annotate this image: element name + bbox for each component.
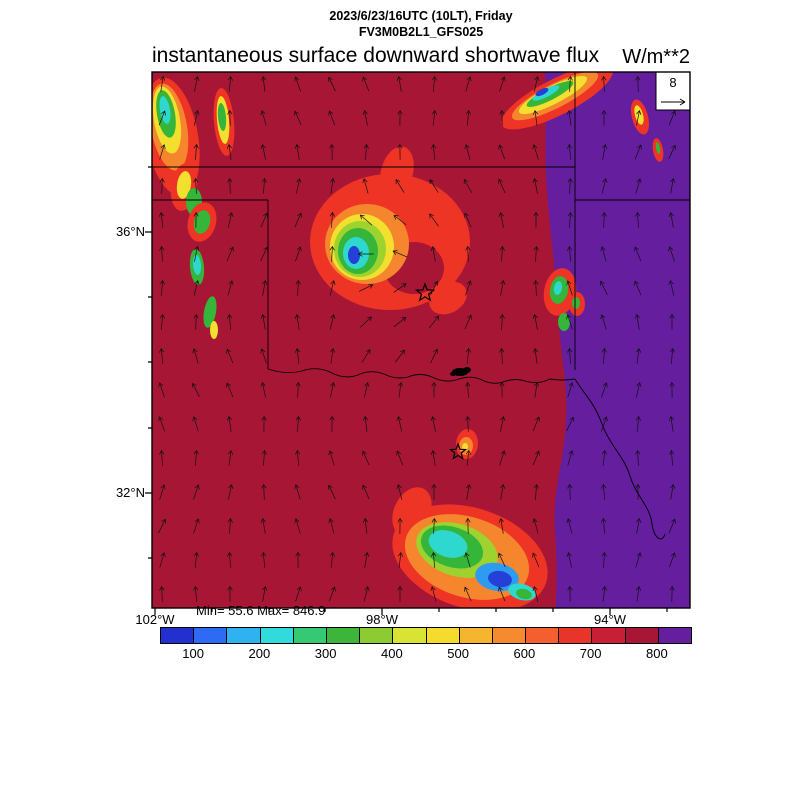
colorbar-segment (194, 628, 228, 643)
colorbar-segment (559, 628, 593, 643)
colorbar-tick-label: 800 (646, 646, 668, 661)
reference-vector-value: 8 (669, 75, 676, 90)
reference-arrow-icon (661, 98, 686, 106)
units-label: W/m**2 (622, 46, 690, 68)
colorbar-segment (360, 628, 394, 643)
plot-header: 2023/6/23/16UTC (10LT), Friday FV3M0B2L1… (152, 8, 690, 40)
colorbar-segment (161, 628, 195, 643)
colorbar-segment (260, 628, 294, 643)
datetime-label: 2023/6/23/16UTC (10LT), Friday (329, 9, 513, 23)
model-label: FV3M0B2L1_GFS025 (358, 25, 484, 39)
colorbar-segment (426, 628, 460, 643)
colorbar-tick-label: 500 (447, 646, 469, 661)
axis-ticks (145, 166, 668, 615)
x-axis-label: 94°W (594, 612, 626, 627)
reference-vector-box: 8 (655, 71, 691, 111)
star-marker (448, 442, 468, 460)
y-axis-label: 36°N (115, 224, 145, 239)
colorbar-tick-label: 100 (182, 646, 204, 661)
colorbar-segment (492, 628, 527, 643)
colorbar-tick-label: 200 (248, 646, 271, 661)
star-marker (414, 282, 436, 302)
y-axis-label: 32°N (115, 485, 145, 500)
x-axis-label: 98°W (366, 612, 398, 627)
colorbar-segment (592, 628, 626, 643)
minmax-label: Min= 55.6 Max= 846.9 (196, 603, 326, 618)
colorbar-tick-label: 300 (314, 646, 337, 661)
x-axis-label: 102°W (135, 612, 175, 627)
colorbar-segment (625, 628, 659, 643)
colorbar-segment (658, 628, 691, 643)
map-canvas: 8 (145, 71, 691, 615)
colorbar-segment (326, 628, 361, 643)
colorbar (160, 627, 692, 644)
wind-vectors (158, 75, 676, 602)
colorbar-segment (526, 628, 560, 643)
colorbar-segment (293, 628, 327, 643)
colorbar-segment (459, 628, 493, 643)
colorbar-tick-label: 700 (579, 646, 602, 661)
colorbar-tick-label: 600 (513, 646, 536, 661)
colorbar-segment (227, 628, 261, 643)
colorbar-tick-label: 400 (381, 646, 403, 661)
plot-title: instantaneous surface downward shortwave… (152, 44, 600, 67)
map-frame (151, 71, 691, 609)
colorbar-segment (393, 628, 427, 643)
